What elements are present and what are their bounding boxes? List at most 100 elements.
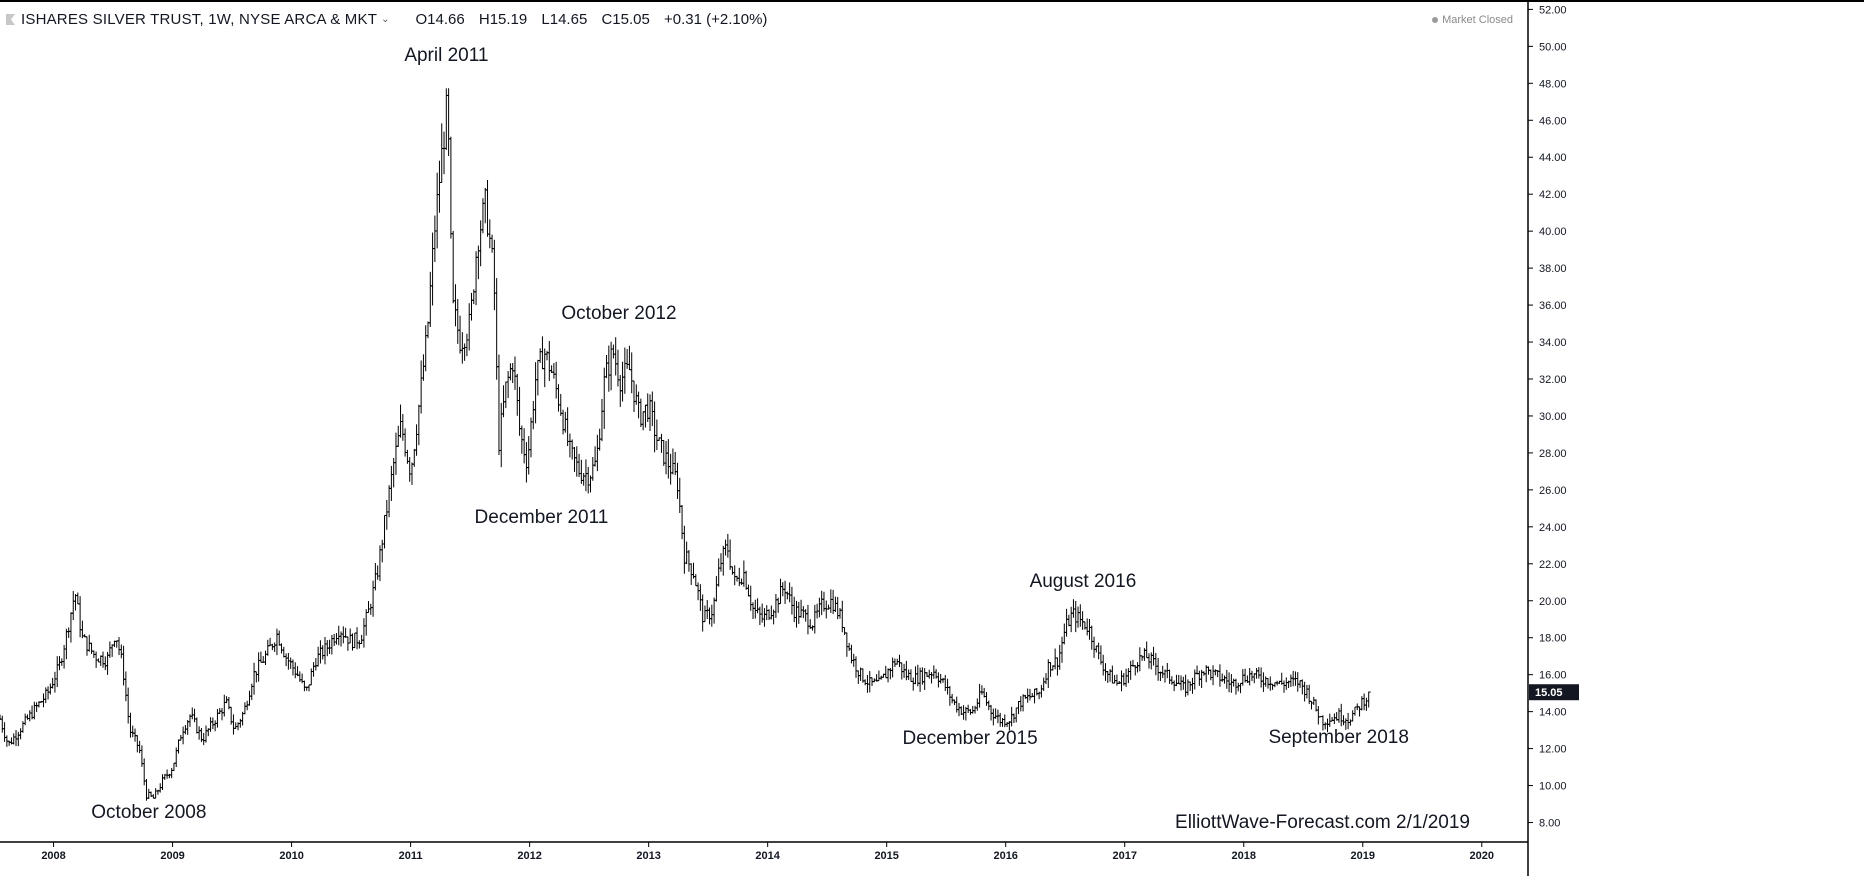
ohlc-bar	[258, 651, 263, 663]
ohlc-bar	[1252, 673, 1257, 684]
x-tick-label: 2019	[1351, 850, 1375, 862]
x-tick-label: 2014	[755, 850, 780, 862]
chart-annotation: October 2008	[91, 802, 207, 824]
ohlc-bar	[682, 525, 687, 574]
ohlc-bar	[693, 574, 698, 587]
x-tick-label: 2016	[993, 850, 1017, 862]
ohlc-bar	[16, 731, 21, 747]
ohlc-bar	[57, 656, 62, 671]
ohlc-bar	[723, 539, 728, 556]
ohlc-bar	[1144, 641, 1149, 659]
ohlc-bar	[1247, 668, 1252, 686]
ohlc-bar	[1041, 677, 1046, 692]
ohlc-bar	[730, 566, 735, 575]
ohlc-bar	[1341, 715, 1346, 726]
ohlc-bar	[757, 606, 762, 626]
ohlc-bar	[936, 672, 941, 688]
ohlc-bar	[1254, 668, 1259, 679]
ohlc-bar	[654, 419, 659, 451]
ohlc-bar	[583, 459, 588, 492]
ohlc-bar	[1231, 678, 1236, 687]
ohlc-bar	[622, 347, 627, 394]
ohlc-bar	[1128, 660, 1133, 680]
y-tick-label: 34.00	[1539, 337, 1567, 349]
ohlc-bar	[1236, 682, 1241, 692]
ohlc-bar	[769, 605, 774, 620]
ohlc-bar	[135, 735, 140, 753]
ohlc-bar	[1101, 654, 1106, 676]
ohlc-bar	[203, 725, 208, 743]
low-value: L14.65	[541, 11, 588, 28]
ohlc-bar	[551, 363, 556, 379]
y-tick-label: 14.00	[1539, 707, 1567, 719]
ohlc-bar	[890, 657, 895, 678]
ohlc-bar	[867, 671, 872, 693]
ohlc-bar	[233, 722, 238, 729]
ohlc-bar	[52, 671, 57, 693]
ohlc-bar	[41, 693, 46, 708]
ohlc-bar	[75, 592, 80, 605]
ohlc-bar	[393, 432, 398, 475]
ohlc-bar	[197, 726, 202, 740]
ohlc-bar	[329, 635, 334, 655]
ohlc-bar	[666, 439, 671, 479]
ohlc-bar	[595, 434, 600, 472]
ohlc-bar	[55, 656, 60, 688]
ohlc-bar	[256, 652, 261, 682]
ohlc-bar	[222, 694, 227, 717]
ohlc-bar	[1060, 636, 1065, 663]
ohlc-bar	[1332, 713, 1337, 725]
ohlc-bar	[208, 717, 213, 732]
ohlc-bar	[599, 398, 604, 442]
ohlc-bar	[1183, 674, 1188, 697]
ohlc-bar	[126, 687, 131, 724]
ohlc-bar	[1227, 672, 1232, 693]
ohlc-bar	[238, 718, 243, 728]
ohlc-bar	[1229, 674, 1234, 693]
ohlc-bar	[107, 641, 112, 658]
ohlc-bar	[707, 607, 712, 625]
ohlc-bar	[1034, 687, 1039, 696]
ohlc-bar	[451, 230, 456, 304]
ohlc-bar	[1169, 676, 1174, 685]
ohlc-bar	[897, 654, 902, 668]
chevron-down-icon[interactable]: ⌄	[381, 14, 390, 25]
ohlc-bar	[828, 589, 833, 614]
ohlc-bar	[1172, 680, 1177, 692]
ohlc-bar	[265, 639, 270, 656]
ohlc-bar	[78, 596, 83, 638]
ohlc-bar	[526, 436, 531, 475]
ohlc-bar	[416, 404, 421, 446]
ohlc-bar	[716, 558, 721, 587]
ohlc-bar	[1300, 679, 1305, 695]
ohlc-bar	[59, 658, 64, 666]
ohlc-bar	[748, 585, 753, 611]
ohlc-bar	[100, 651, 105, 668]
ohlc-bar	[110, 644, 115, 657]
ohlc-bar	[1160, 665, 1165, 678]
y-tick-label: 32.00	[1539, 374, 1567, 386]
ohlc-bar	[474, 251, 479, 306]
ohlc-bar	[279, 643, 284, 654]
ohlc-bar	[547, 340, 552, 381]
ohlc-bar	[327, 639, 332, 655]
ohlc-bar	[1339, 703, 1344, 727]
ohlc-bar	[950, 693, 955, 704]
ohlc-bar	[556, 384, 561, 412]
ohlc-bar	[1002, 714, 1007, 728]
y-tick-label: 24.00	[1539, 522, 1567, 534]
ohlc-bar	[316, 646, 321, 667]
symbol-title[interactable]: ISHARES SILVER TRUST, 1W, NYSE ARCA & MK…	[21, 11, 378, 28]
ohlc-bar	[1089, 625, 1094, 650]
ohlc-bar	[641, 411, 646, 431]
ohlc-bar	[1288, 674, 1293, 687]
ohlc-bar	[483, 187, 488, 224]
ohlc-bar	[702, 605, 707, 623]
ohlc-bar	[712, 597, 717, 624]
ohlc-bar	[1179, 675, 1184, 691]
ohlc-bar	[954, 696, 959, 713]
y-tick-label: 38.00	[1539, 263, 1567, 275]
ohlc-bar	[1137, 647, 1142, 672]
